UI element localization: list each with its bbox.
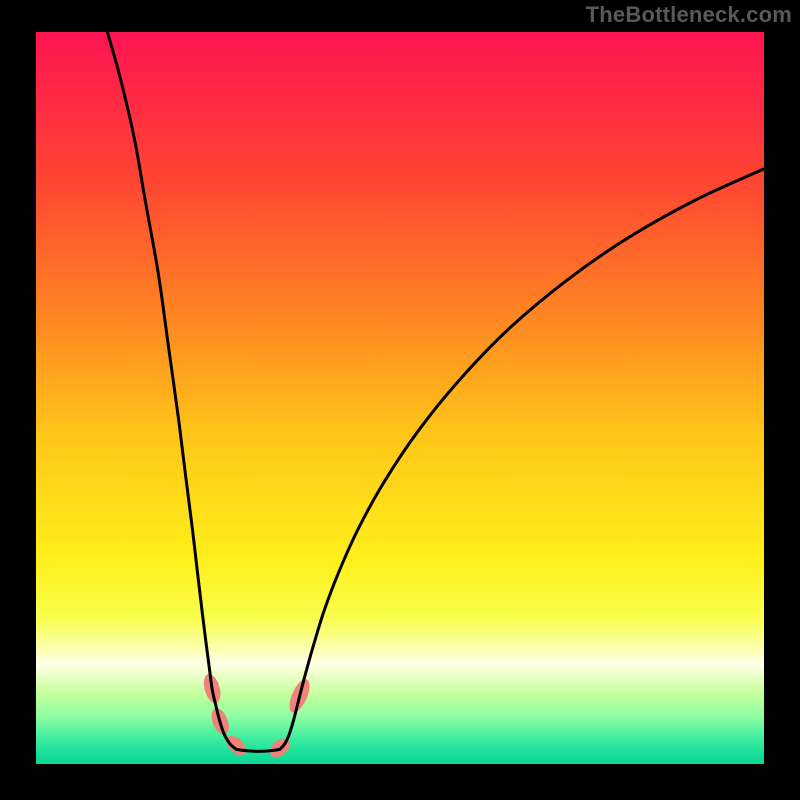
watermark-text: TheBottleneck.com (586, 2, 792, 28)
gradient-background (36, 32, 764, 764)
chart-svg (36, 32, 764, 764)
root-container: TheBottleneck.com (0, 0, 800, 800)
chart-plot-area (36, 32, 764, 764)
